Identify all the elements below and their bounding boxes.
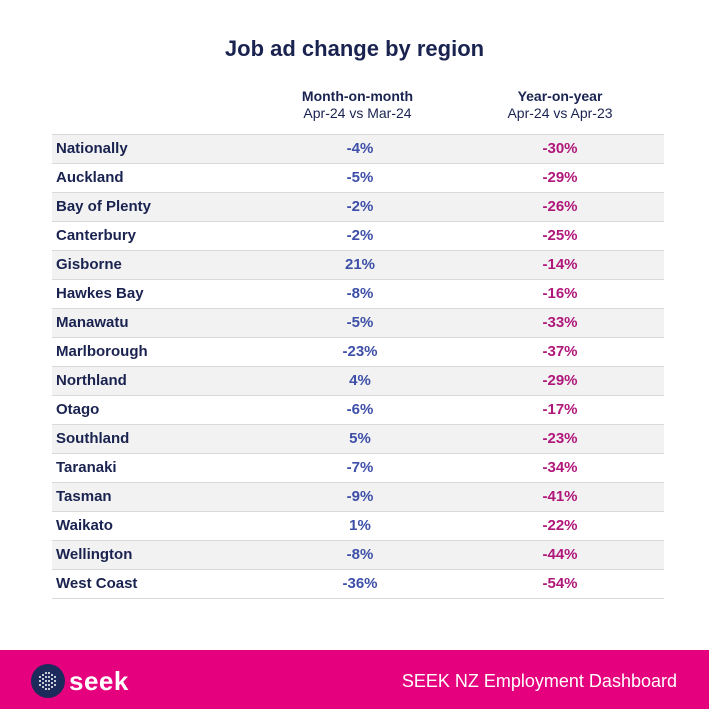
mom-cell: -23% — [342, 343, 378, 360]
region-cell: Hawkes Bay — [56, 285, 144, 302]
region-cell: Waikato — [56, 517, 113, 534]
mom-cell: 1% — [349, 517, 371, 534]
yoy-cell: -14% — [542, 256, 578, 273]
yoy-cell: -44% — [542, 546, 578, 563]
mom-cell: -8% — [346, 546, 374, 563]
table-row: Waikato 1% -22% — [52, 511, 664, 540]
region-cell: Taranaki — [56, 459, 117, 476]
region-cell: Southland — [56, 430, 130, 447]
region-cell: Tasman — [56, 488, 112, 505]
mom-cell: -2% — [346, 227, 374, 244]
region-cell: Otago — [56, 401, 100, 418]
header-yoy-label: Year-on-year — [517, 88, 603, 104]
yoy-cell: -22% — [542, 517, 578, 534]
mom-cell: -36% — [342, 575, 378, 592]
header-year-on-year: Year-on-year Apr-24 vs Apr-23 — [470, 88, 650, 122]
yoy-cell: -29% — [542, 372, 578, 389]
header-mom-label: Month-on-month — [301, 88, 414, 104]
region-cell: West Coast — [56, 575, 138, 592]
yoy-cell: -30% — [542, 140, 578, 157]
table-row: Canterbury -2% -25% — [52, 221, 664, 250]
region-cell: Manawatu — [56, 314, 129, 331]
chart-title: Job ad change by region — [224, 36, 485, 61]
table-row: Marlborough -23% -37% — [52, 337, 664, 366]
yoy-cell: -26% — [542, 198, 578, 215]
seek-logo-icon — [31, 664, 65, 698]
yoy-cell: -25% — [542, 227, 578, 244]
yoy-cell: -37% — [542, 343, 578, 360]
mom-cell: -5% — [346, 169, 374, 186]
mom-cell: -7% — [346, 459, 374, 476]
region-cell: Wellington — [56, 546, 133, 563]
mom-cell: 4% — [349, 372, 371, 389]
mom-cell: 5% — [349, 430, 371, 447]
region-cell: Bay of Plenty — [56, 198, 152, 215]
mom-cell: -2% — [346, 198, 374, 215]
mom-cell: -5% — [346, 314, 374, 331]
mom-cell: -9% — [346, 488, 374, 505]
yoy-cell: -23% — [542, 430, 578, 447]
yoy-cell: -54% — [542, 575, 578, 592]
seek-logo-text: seek — [69, 666, 129, 696]
table-row: Manawatu -5% -33% — [52, 308, 664, 337]
mom-cell: 21% — [344, 256, 376, 273]
table-row: Gisborne 21% -14% — [52, 250, 664, 279]
region-cell: Marlborough — [56, 343, 148, 360]
region-cell: Canterbury — [56, 227, 137, 244]
header-month-on-month: Month-on-month Apr-24 vs Mar-24 — [265, 88, 450, 122]
table-row: Northland 4% -29% — [52, 366, 664, 395]
header-yoy-sub: Apr-24 vs Apr-23 — [507, 105, 613, 121]
yoy-cell: -29% — [542, 169, 578, 186]
table-row: West Coast -36% -54% — [52, 569, 664, 599]
table-row: Wellington -8% -44% — [52, 540, 664, 569]
region-cell: Auckland — [56, 169, 124, 186]
yoy-cell: -34% — [542, 459, 578, 476]
yoy-cell: -17% — [542, 401, 578, 418]
mom-cell: -4% — [346, 140, 374, 157]
region-cell: Nationally — [56, 140, 128, 157]
yoy-cell: -41% — [542, 488, 578, 505]
table-row: Tasman -9% -41% — [52, 482, 664, 511]
table-row: Auckland -5% -29% — [52, 163, 664, 192]
table-row: Taranaki -7% -34% — [52, 453, 664, 482]
table-row: Bay of Plenty -2% -26% — [52, 192, 664, 221]
table-row: Hawkes Bay -8% -16% — [52, 279, 664, 308]
footer-bar: seek SEEK NZ Employment Dashboard — [0, 650, 709, 709]
yoy-cell: -16% — [542, 285, 578, 302]
header-mom-sub: Apr-24 vs Mar-24 — [303, 105, 412, 121]
yoy-cell: -33% — [542, 314, 578, 331]
region-cell: Gisborne — [56, 256, 122, 273]
region-cell: Northland — [56, 372, 127, 389]
footer-text: SEEK NZ Employment Dashboard — [401, 671, 677, 691]
table-row: Nationally -4% -30% — [52, 134, 664, 163]
mom-cell: -8% — [346, 285, 374, 302]
table-row: Southland 5% -23% — [52, 424, 664, 453]
region-table: Nationally -4% -30% Auckland -5% -29% Bay of P… — [52, 134, 664, 599]
mom-cell: -6% — [346, 401, 374, 418]
table-row: Otago -6% -17% — [52, 395, 664, 424]
